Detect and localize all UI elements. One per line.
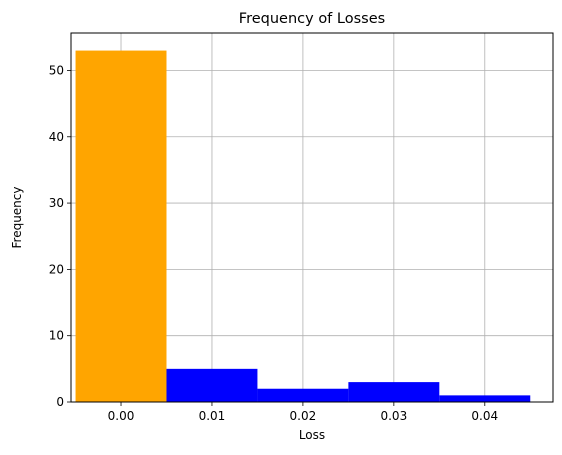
y-tick-label: 40 bbox=[49, 130, 64, 144]
y-axis-label: Frequency bbox=[10, 187, 24, 249]
x-tick-label: 0.02 bbox=[290, 409, 317, 423]
bar-0.01 bbox=[166, 368, 258, 402]
bars bbox=[75, 50, 531, 402]
x-tick-label: 0.04 bbox=[471, 409, 498, 423]
y-tick-label: 30 bbox=[49, 196, 64, 210]
bar-0.00 bbox=[75, 50, 167, 402]
y-tick-label: 0 bbox=[56, 395, 64, 409]
plot-area-frame bbox=[70, 32, 554, 403]
y-tick-label: 20 bbox=[49, 262, 64, 276]
x-tick-label: 0.03 bbox=[380, 409, 407, 423]
x-axis-label: Loss bbox=[299, 428, 325, 442]
bar-0.02 bbox=[257, 388, 349, 402]
x-tick-label: 0.00 bbox=[108, 409, 135, 423]
axis-ticks: 0.00 0.01 0.02 0.03 0.04 0 10 20 30 40 50 bbox=[49, 63, 498, 423]
y-tick-label: 10 bbox=[49, 329, 64, 343]
chart-title: Frequency of Losses bbox=[239, 11, 385, 27]
bar-0.03 bbox=[348, 382, 440, 402]
x-tick-label: 0.01 bbox=[199, 409, 226, 423]
bar-0.04 bbox=[439, 395, 531, 402]
y-tick-label: 50 bbox=[49, 63, 64, 77]
